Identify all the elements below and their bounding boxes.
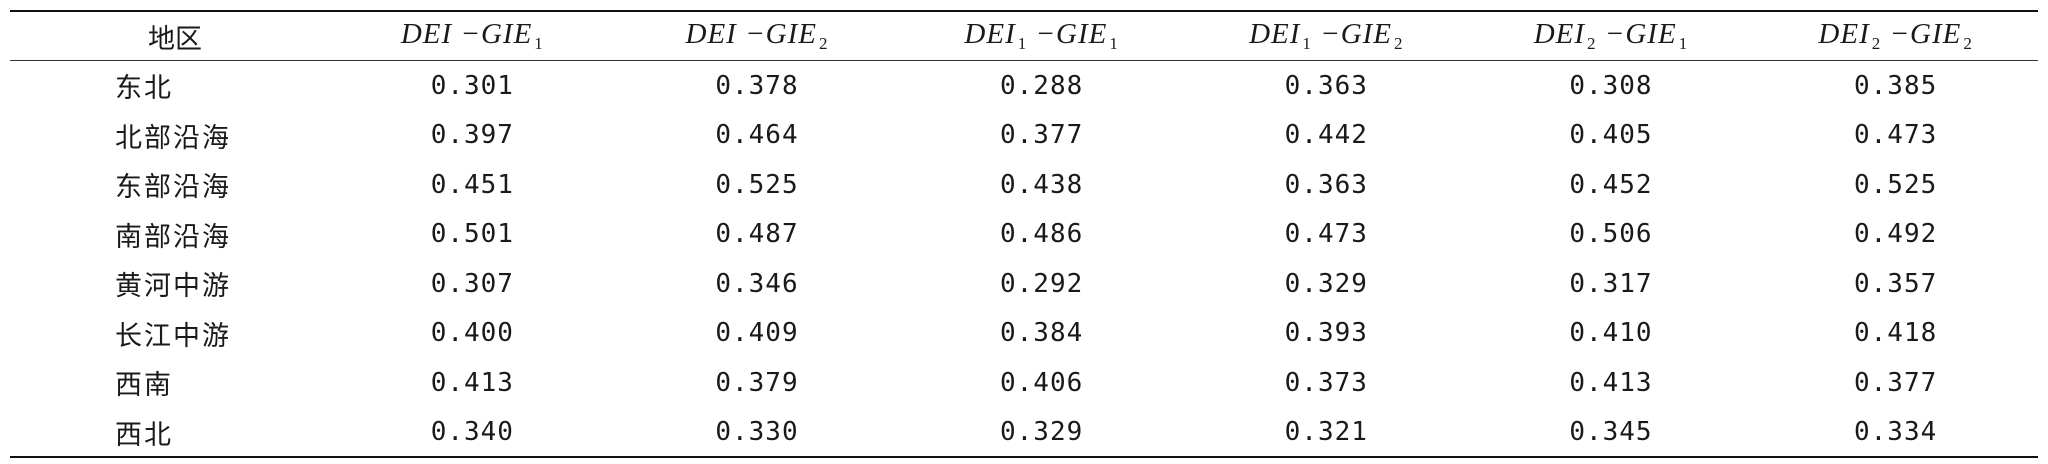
value-cell: 0.410 <box>1569 318 1653 349</box>
value-cell: 0.413 <box>430 367 514 398</box>
value-cell: 0.405 <box>1569 120 1653 151</box>
value-cell: 0.506 <box>1569 219 1653 250</box>
table-row: 南部沿海 0.501 0.487 0.486 0.473 0.506 0.492 <box>10 210 2038 260</box>
value-cell: 0.330 <box>715 417 799 448</box>
value-cell: 0.473 <box>1854 120 1938 151</box>
value-cell: 0.397 <box>430 120 514 151</box>
value-cell: 0.363 <box>1284 169 1368 200</box>
metric-column-header: DEI 1 −GIE 1 <box>899 12 1184 61</box>
value-cell: 0.379 <box>715 367 799 398</box>
region-cell: 北部沿海 <box>115 122 231 154</box>
value-cell: 0.438 <box>1000 169 1084 200</box>
table-row: 长江中游 0.400 0.409 0.384 0.393 0.410 0.418 <box>10 309 2038 359</box>
region-column-header: 地区 <box>10 12 330 61</box>
region-cell: 西北 <box>115 419 173 451</box>
table-row: 黄河中游 0.307 0.346 0.292 0.329 0.317 0.357 <box>10 259 2038 309</box>
regional-coupling-table: 地区 DEI −GIE 1 DEI −GIE 2 DEI 1 −GIE 1 DEI 1 −… <box>10 12 2038 457</box>
table-row: 东部沿海 0.451 0.525 0.438 0.363 0.452 0.525 <box>10 160 2038 210</box>
table-body: 东北 0.301 0.378 0.288 0.363 0.308 0.385 北… <box>10 61 2038 458</box>
metric-column-header: DEI −GIE 1 <box>330 12 615 61</box>
value-cell: 0.345 <box>1569 417 1653 448</box>
value-cell: 0.525 <box>715 169 799 200</box>
value-cell: 0.378 <box>715 70 799 101</box>
table-row: 北部沿海 0.397 0.464 0.377 0.442 0.405 0.473 <box>10 111 2038 161</box>
table-header: 地区 DEI −GIE 1 DEI −GIE 2 DEI 1 −GIE 1 DEI 1 −… <box>10 12 2038 61</box>
value-cell: 0.329 <box>1000 417 1084 448</box>
value-cell: 0.329 <box>1284 268 1368 299</box>
table-row: 西南 0.413 0.379 0.406 0.373 0.413 0.377 <box>10 358 2038 408</box>
value-cell: 0.406 <box>1000 367 1084 398</box>
value-cell: 0.501 <box>430 219 514 250</box>
value-cell: 0.308 <box>1569 70 1653 101</box>
value-cell: 0.357 <box>1854 268 1938 299</box>
value-cell: 0.363 <box>1284 70 1368 101</box>
value-cell: 0.442 <box>1284 120 1368 151</box>
value-cell: 0.321 <box>1284 417 1368 448</box>
value-cell: 0.385 <box>1854 70 1938 101</box>
value-cell: 0.288 <box>1000 70 1084 101</box>
value-cell: 0.492 <box>1854 219 1938 250</box>
value-cell: 0.292 <box>1000 268 1084 299</box>
value-cell: 0.393 <box>1284 318 1368 349</box>
value-cell: 0.413 <box>1569 367 1653 398</box>
value-cell: 0.346 <box>715 268 799 299</box>
region-cell: 长江中游 <box>115 320 231 352</box>
value-cell: 0.317 <box>1569 268 1653 299</box>
metric-column-header: DEI 2 −GIE 2 <box>1753 12 2038 61</box>
value-cell: 0.486 <box>1000 219 1084 250</box>
region-cell: 东北 <box>115 73 173 105</box>
value-cell: 0.487 <box>715 219 799 250</box>
value-cell: 0.525 <box>1854 169 1938 200</box>
table-row: 东北 0.301 0.378 0.288 0.363 0.308 0.385 <box>10 61 2038 111</box>
value-cell: 0.409 <box>715 318 799 349</box>
value-cell: 0.340 <box>430 417 514 448</box>
value-cell: 0.473 <box>1284 219 1368 250</box>
data-table-container: 地区 DEI −GIE 1 DEI −GIE 2 DEI 1 −GIE 1 DEI 1 −… <box>10 10 2038 458</box>
region-cell: 南部沿海 <box>115 221 231 253</box>
value-cell: 0.307 <box>430 268 514 299</box>
metric-column-header: DEI 2 −GIE 1 <box>1468 12 1754 61</box>
value-cell: 0.377 <box>1854 367 1938 398</box>
region-cell: 黄河中游 <box>115 271 231 303</box>
value-cell: 0.384 <box>1000 318 1084 349</box>
value-cell: 0.464 <box>715 120 799 151</box>
table-row: 西北 0.340 0.330 0.329 0.321 0.345 0.334 <box>10 408 2038 458</box>
value-cell: 0.301 <box>430 70 514 101</box>
value-cell: 0.452 <box>1569 169 1653 200</box>
value-cell: 0.451 <box>430 169 514 200</box>
value-cell: 0.418 <box>1854 318 1938 349</box>
value-cell: 0.377 <box>1000 120 1084 151</box>
metric-column-header: DEI −GIE 2 <box>614 12 900 61</box>
value-cell: 0.334 <box>1854 417 1938 448</box>
value-cell: 0.400 <box>430 318 514 349</box>
value-cell: 0.373 <box>1284 367 1368 398</box>
header-row: 地区 DEI −GIE 1 DEI −GIE 2 DEI 1 −GIE 1 DEI 1 −… <box>10 12 2038 61</box>
region-cell: 东部沿海 <box>115 172 231 204</box>
region-cell: 西南 <box>115 370 173 402</box>
metric-column-header: DEI 1 −GIE 2 <box>1183 12 1469 61</box>
